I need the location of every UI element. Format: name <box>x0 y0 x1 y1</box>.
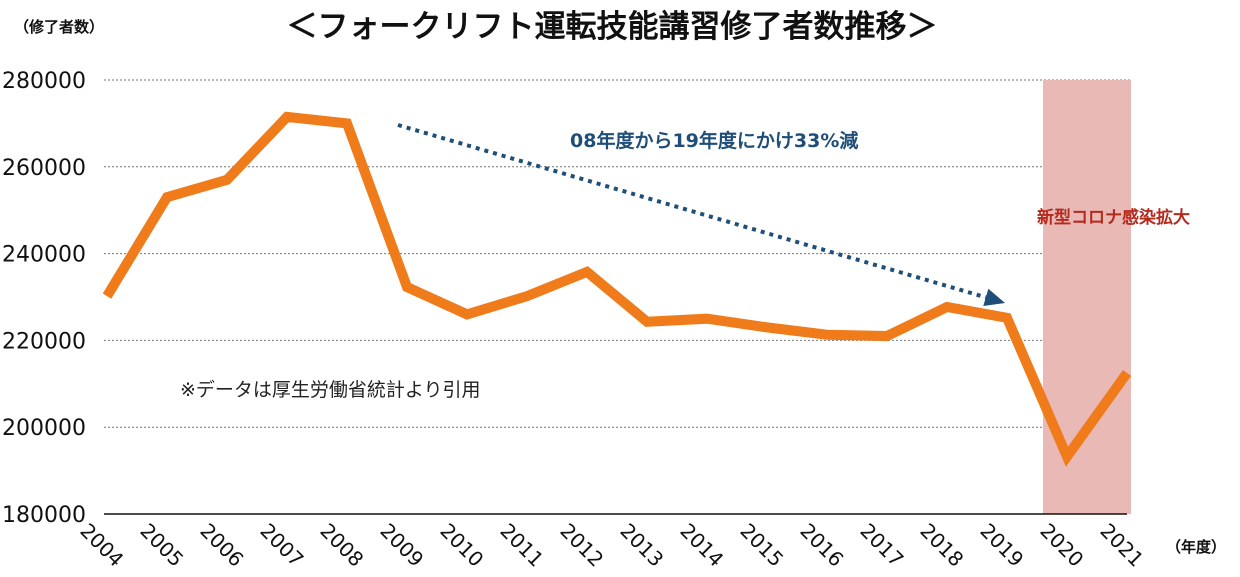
covid-highlight-region <box>1043 80 1131 514</box>
x-tick-label-2016: 2016 <box>795 519 848 572</box>
x-axis-ticks: 2004 2005 2006 2007 2008 2009 2010 2011 2012 2013… <box>75 519 1148 572</box>
x-tick-label-2013: 2013 <box>615 519 668 572</box>
chart-title: ＜フォークリフト運転技能講習修了者数推移＞ <box>287 9 938 45</box>
x-tick-label-2019: 2019 <box>975 519 1028 572</box>
x-tick-label-2005: 2005 <box>135 519 188 572</box>
data-point-2012 <box>583 268 591 276</box>
data-point-2017 <box>883 332 891 340</box>
data-point-2019 <box>1003 314 1011 322</box>
x-tick-label-2004: 2004 <box>75 519 128 572</box>
y-tick-label: 200000 <box>2 416 86 441</box>
data-point-2006 <box>223 176 231 184</box>
trend-annotation: 08年度から19年度にかけ33%減 <box>570 129 858 152</box>
x-tick-label-2011: 2011 <box>495 519 548 572</box>
y-tick-label: 220000 <box>2 329 86 354</box>
data-point-2008 <box>343 119 351 127</box>
data-point-2010 <box>463 310 471 318</box>
x-tick-label-2021: 2021 <box>1095 519 1148 572</box>
y-tick-label: 240000 <box>2 243 86 268</box>
trend-arrow <box>397 123 1005 307</box>
x-tick-label-2014: 2014 <box>675 519 728 572</box>
x-axis-label: （年度） <box>1166 538 1226 556</box>
x-tick-label-2006: 2006 <box>195 519 248 572</box>
source-note: ※データは厚生労働省統計より引用 <box>180 379 481 401</box>
trend-arrow-head <box>983 288 1005 307</box>
data-point-2018 <box>943 303 951 311</box>
x-tick-label-2010: 2010 <box>435 519 488 572</box>
y-tick-label: 260000 <box>2 156 86 181</box>
x-tick-label-2018: 2018 <box>915 519 968 572</box>
data-point-2020 <box>1063 453 1071 461</box>
series-points <box>103 113 1131 461</box>
x-tick-label-2012: 2012 <box>555 519 608 572</box>
trend-arrow-shaft <box>397 123 989 300</box>
data-point-2014 <box>703 315 711 323</box>
x-tick-label-2009: 2009 <box>375 519 428 572</box>
x-tick-label-2020: 2020 <box>1035 519 1088 572</box>
data-point-2004 <box>103 292 111 300</box>
data-point-2015 <box>763 323 771 331</box>
x-tick-label-2017: 2017 <box>855 519 908 572</box>
data-point-2013 <box>643 318 651 326</box>
y-tick-label: 280000 <box>2 69 86 94</box>
y-axis-label: （修了者数） <box>14 18 104 36</box>
data-point-2007 <box>283 113 291 121</box>
grid-lines <box>104 79 1131 428</box>
x-tick-label-2015: 2015 <box>735 519 788 572</box>
data-point-2009 <box>403 283 411 291</box>
data-point-2021 <box>1123 369 1131 377</box>
series-line-修了者数 <box>102 111 1132 467</box>
x-tick-label-2007: 2007 <box>255 519 308 572</box>
y-tick-label: 180000 <box>2 503 86 528</box>
data-point-2005 <box>163 193 171 201</box>
data-point-2016 <box>823 331 831 339</box>
covid-annotation: 新型コロナ感染拡大 <box>1037 207 1190 228</box>
x-tick-label-2008: 2008 <box>315 519 368 572</box>
y-axis-ticks: 180000 200000 220000 240000 260000 280000 <box>2 69 86 528</box>
data-point-2011 <box>523 292 531 300</box>
